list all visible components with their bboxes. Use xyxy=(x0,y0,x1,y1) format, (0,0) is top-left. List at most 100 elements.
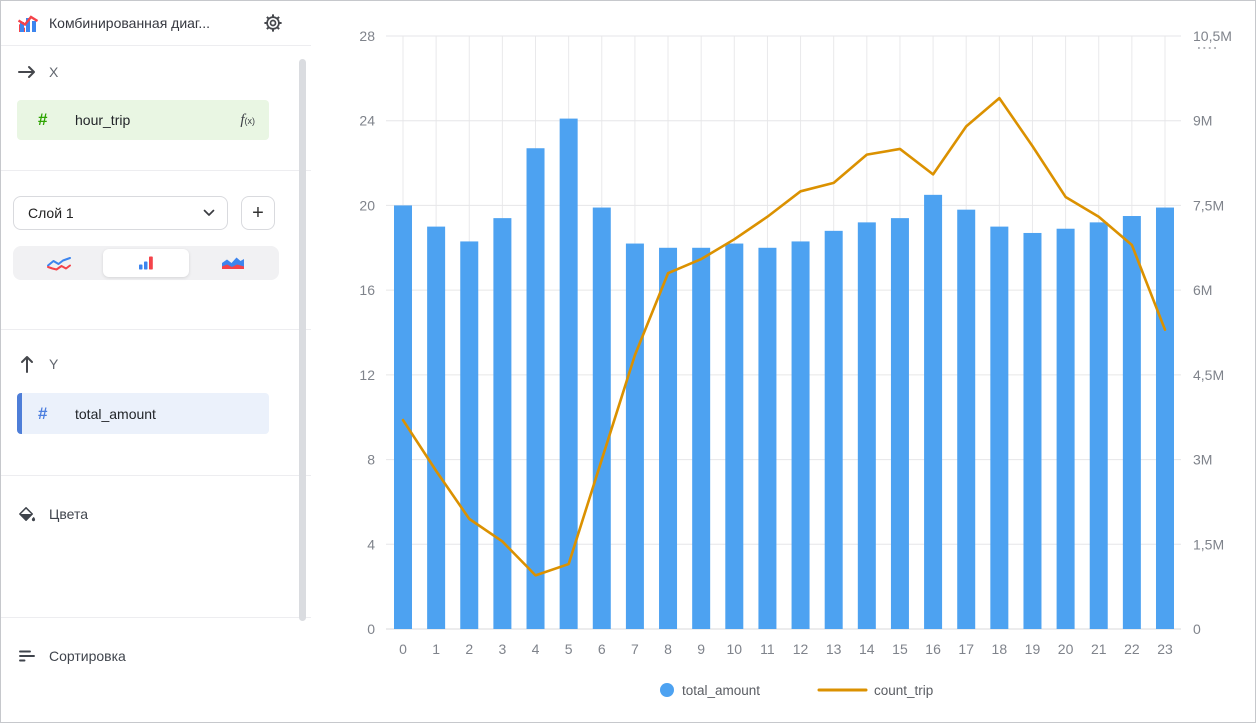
bar-7[interactable] xyxy=(625,243,644,630)
number-field-icon: # xyxy=(38,110,48,129)
sidebar-header: Комбинированная диаг... xyxy=(1,1,311,46)
y-axis-label-left: 16 xyxy=(359,282,375,298)
x-axis-label-13: 13 xyxy=(826,641,842,657)
gear-icon xyxy=(264,14,282,32)
x-axis-label: X xyxy=(49,64,59,80)
bar-0[interactable] xyxy=(394,205,412,629)
x-axis-label-5: 5 xyxy=(565,641,573,657)
number-field-icon: # xyxy=(38,403,48,423)
bar-2[interactable] xyxy=(460,241,479,630)
field-chip-hour-trip[interactable]: # hour_trip f(x) xyxy=(17,100,269,140)
x-axis-label-1: 1 xyxy=(432,641,440,657)
x-axis-label-11: 11 xyxy=(760,641,775,657)
x-axis-label-19: 19 xyxy=(1025,641,1041,657)
bar-17[interactable] xyxy=(957,209,976,629)
layer-section: Слой 1 + xyxy=(1,196,311,330)
bar-6[interactable] xyxy=(592,207,611,629)
bar-21[interactable] xyxy=(1089,222,1108,629)
y-axis-label-left: 28 xyxy=(359,28,375,44)
chart-type-area[interactable] xyxy=(189,249,276,277)
x-axis-label-21: 21 xyxy=(1091,641,1107,657)
add-layer-button[interactable]: + xyxy=(241,196,275,230)
legend-item-total-amount[interactable]: total_amount xyxy=(682,683,760,698)
y-axis-label-left: 4 xyxy=(367,536,375,552)
layer-select-value: Слой 1 xyxy=(28,205,74,221)
bar-15[interactable] xyxy=(890,218,909,629)
bar-19[interactable] xyxy=(1023,232,1042,630)
bar-1[interactable] xyxy=(427,226,446,629)
field-chip-total-amount[interactable]: # total_amount xyxy=(17,393,269,434)
legend-item-count-trip[interactable]: count_trip xyxy=(874,683,933,698)
bar-3[interactable] xyxy=(493,218,512,629)
sort-menu-item[interactable]: Сортировка xyxy=(17,642,295,670)
settings-button[interactable] xyxy=(263,13,283,33)
line-chart-icon xyxy=(47,257,72,271)
bar-14[interactable] xyxy=(857,222,876,629)
y-axis-label: Y xyxy=(49,356,59,372)
y-axis-header: Y xyxy=(17,350,295,378)
x-axis-label-2: 2 xyxy=(465,641,473,657)
x-axis-label-23: 23 xyxy=(1157,641,1173,657)
x-axis-label-0: 0 xyxy=(399,641,407,657)
x-axis-label-7: 7 xyxy=(631,641,639,657)
y-axis-label-right: 7,5M xyxy=(1193,197,1224,213)
x-axis-label-20: 20 xyxy=(1058,641,1074,657)
y-axis-label-left: 0 xyxy=(367,621,375,637)
chart-area: 0 4 8 12 16 20 24 28 0 1,5M 3M 4,5M 6M 7,5M 9M 10,5M 0 1 2… xyxy=(311,1,1255,722)
bar-10[interactable] xyxy=(725,243,744,630)
bar-8[interactable] xyxy=(659,247,678,630)
arrow-up-icon xyxy=(17,354,37,374)
formula-fx-icon: f(x) xyxy=(240,112,255,128)
bar-9[interactable] xyxy=(692,247,711,630)
combo-chart-logo-icon xyxy=(17,15,39,32)
chart-settings-sidebar: Комбинированная диаг... X # hour_trip f(… xyxy=(1,1,311,722)
y-axis-label-right: 1,5M xyxy=(1193,536,1224,552)
bar-12[interactable] xyxy=(791,241,810,630)
y-axis-label-left: 20 xyxy=(359,197,375,213)
x-axis-label-9: 9 xyxy=(697,641,705,657)
y-axis-label-right: 3M xyxy=(1193,452,1212,468)
colors-label: Цвета xyxy=(49,506,88,522)
x-axis-label-10: 10 xyxy=(727,641,743,657)
bar-23[interactable] xyxy=(1155,207,1174,629)
layer-select[interactable]: Слой 1 xyxy=(13,196,228,230)
chart-title: Комбинированная диаг... xyxy=(49,15,210,31)
x-axis-label-3: 3 xyxy=(498,641,506,657)
x-axis-label-18: 18 xyxy=(992,641,1008,657)
x-axis-label-6: 6 xyxy=(598,641,606,657)
area-chart-icon xyxy=(221,257,244,269)
bar-20[interactable] xyxy=(1056,228,1075,629)
count-trip-line[interactable] xyxy=(401,96,1167,577)
sidebar-scrollbar[interactable] xyxy=(299,59,306,621)
bar-18[interactable] xyxy=(990,226,1009,629)
x-axis-label-12: 12 xyxy=(793,641,809,657)
bar-11[interactable] xyxy=(758,247,777,630)
bar-5[interactable] xyxy=(559,118,578,629)
bar-13[interactable] xyxy=(824,230,843,630)
bar-4[interactable] xyxy=(526,148,545,629)
field-name: hour_trip xyxy=(75,112,131,128)
sort-label: Сортировка xyxy=(49,648,126,664)
y-axis-label-right: 6M xyxy=(1193,282,1212,298)
bar-chart-icon xyxy=(139,256,153,270)
bar-16[interactable] xyxy=(924,194,943,629)
x-axis-header: X xyxy=(17,58,295,86)
y-axis-label-right: 0 xyxy=(1193,621,1201,637)
field-name: total_amount xyxy=(75,405,156,422)
chart-type-switcher xyxy=(13,246,279,280)
colors-section: Цвета xyxy=(1,500,311,618)
bar-22[interactable] xyxy=(1122,216,1141,629)
legend-marker-circle[interactable] xyxy=(660,683,674,697)
x-axis-label-17: 17 xyxy=(958,641,974,657)
paint-bucket-icon xyxy=(17,504,37,524)
y-axis-section: Y # total_amount xyxy=(1,350,311,476)
chart-type-line[interactable] xyxy=(16,249,103,277)
colors-menu-item[interactable]: Цвета xyxy=(17,500,295,528)
y-axis-label-right: 10,5M xyxy=(1193,28,1232,44)
x-axis-label-14: 14 xyxy=(859,641,875,657)
chart-type-bar[interactable] xyxy=(102,249,190,277)
x-axis-section: X # hour_trip f(x) xyxy=(1,58,311,171)
sort-icon xyxy=(17,646,37,666)
